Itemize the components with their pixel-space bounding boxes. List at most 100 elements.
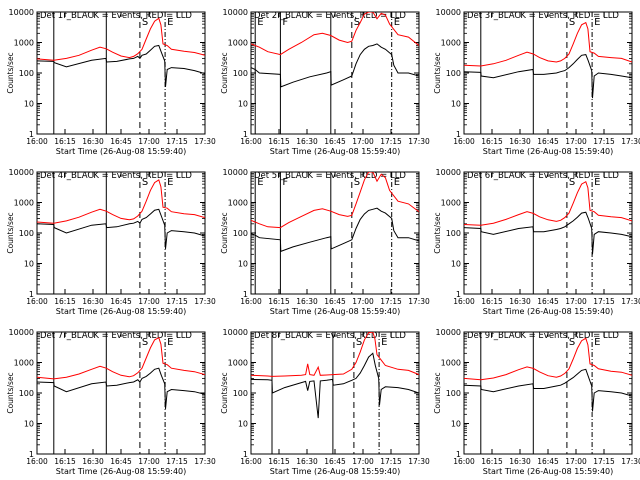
y-tick-label: 10 bbox=[451, 260, 461, 269]
x-tick-label: 16:45 bbox=[537, 297, 559, 306]
series-line-lld bbox=[464, 21, 632, 67]
panel-6: Det 6r_BLACK = Events, RED = LLD 1 10 100 10… bbox=[433, 168, 640, 316]
y-tick-label: 10000 bbox=[223, 8, 248, 17]
x-tick-label: 16:45 bbox=[537, 457, 559, 466]
y-tick-label: 1 bbox=[29, 130, 34, 139]
y-axis-label: Counts/sec bbox=[220, 212, 229, 253]
plot-frame bbox=[250, 331, 420, 455]
marker-label: E bbox=[257, 177, 263, 188]
y-tick-label: 10 bbox=[24, 420, 34, 429]
y-tick-label: 100 bbox=[19, 69, 34, 78]
x-tick-label: 17:00 bbox=[565, 457, 587, 466]
x-tick-label: 16:00 bbox=[240, 137, 262, 146]
y-tick-label: 1000 bbox=[228, 39, 248, 48]
marker-label: S bbox=[354, 177, 360, 188]
x-tick-label: 17:30 bbox=[408, 457, 430, 466]
series-line-lld bbox=[37, 17, 205, 61]
y-tick-label: 10000 bbox=[436, 168, 461, 177]
x-tick-label: 16:15 bbox=[481, 137, 503, 146]
x-tick-label: 17:30 bbox=[621, 137, 640, 146]
x-tick-label: 16:15 bbox=[54, 137, 76, 146]
x-tick-label: 16:45 bbox=[324, 457, 346, 466]
y-tick-label: 1000 bbox=[441, 39, 461, 48]
y-tick-label: 100 bbox=[19, 389, 34, 398]
y-axis-label: Counts/sec bbox=[6, 52, 15, 93]
x-tick-label: 17:00 bbox=[352, 457, 374, 466]
x-tick-label: 17:15 bbox=[593, 297, 615, 306]
panel-title: Det 7r_BLACK = Events, RED = LLD bbox=[40, 331, 192, 341]
marker-label: S bbox=[356, 337, 362, 348]
x-tick-label: 17:15 bbox=[380, 137, 402, 146]
y-tick-label: 1 bbox=[456, 450, 461, 459]
panel-9: Det 9r_BLACK = Events, RED = LLD 1 10 100 10… bbox=[433, 328, 640, 476]
plot-frame bbox=[250, 171, 420, 295]
panel-title: Det 4r_BLACK = Events, RED = LLD bbox=[40, 171, 192, 181]
series-line-lld bbox=[251, 172, 419, 229]
x-tick-label: 16:15 bbox=[268, 457, 290, 466]
y-tick-label: 10000 bbox=[223, 328, 248, 337]
y-tick-label: 10000 bbox=[223, 168, 248, 177]
y-tick-label: 10000 bbox=[9, 168, 34, 177]
x-tick-label: 17:00 bbox=[352, 297, 374, 306]
x-tick-label: 16:30 bbox=[296, 297, 318, 306]
x-tick-label: 16:30 bbox=[509, 457, 531, 466]
x-tick-label: 16:45 bbox=[110, 297, 132, 306]
y-tick-label: 100 bbox=[233, 389, 248, 398]
y-tick-label: 100 bbox=[446, 229, 461, 238]
marker-label: E bbox=[394, 177, 400, 188]
series-line-lld bbox=[464, 180, 632, 226]
y-tick-label: 10 bbox=[451, 420, 461, 429]
series-line-events bbox=[464, 211, 632, 255]
marker-label: E bbox=[394, 17, 400, 28]
panel-4: Det 4r_BLACK = Events, RED = LLD 1 10 100 10… bbox=[6, 168, 216, 316]
series-line-lld bbox=[251, 12, 419, 56]
x-tick-label: 17:15 bbox=[593, 457, 615, 466]
x-tick-label: 16:15 bbox=[481, 297, 503, 306]
x-tick-label: 17:00 bbox=[138, 297, 160, 306]
x-axis-label: Start Time (26-Aug-08 15:59:40) bbox=[270, 307, 401, 316]
x-tick-label: 16:15 bbox=[54, 457, 76, 466]
x-tick-label: 16:30 bbox=[82, 457, 104, 466]
y-tick-label: 1000 bbox=[14, 199, 34, 208]
x-tick-label: 17:00 bbox=[352, 137, 374, 146]
x-tick-label: 16:45 bbox=[324, 137, 346, 146]
x-tick-label: 16:15 bbox=[268, 297, 290, 306]
x-tick-label: 16:30 bbox=[296, 137, 318, 146]
y-tick-label: 10 bbox=[24, 260, 34, 269]
x-tick-label: 16:00 bbox=[453, 457, 475, 466]
marker-label: E bbox=[167, 17, 173, 28]
marker-label: F bbox=[282, 17, 288, 28]
series-line-lld bbox=[37, 179, 205, 224]
x-tick-label: 17:00 bbox=[565, 137, 587, 146]
x-tick-label: 16:30 bbox=[509, 137, 531, 146]
marker-label: E bbox=[594, 337, 600, 348]
y-tick-label: 1000 bbox=[14, 359, 34, 368]
marker-label: E bbox=[594, 17, 600, 28]
x-tick-label: 16:30 bbox=[82, 137, 104, 146]
x-tick-label: 17:00 bbox=[138, 457, 160, 466]
panel-5: Det 5r_BLACK = Events, RED = LLD 1 10 100 10… bbox=[220, 168, 430, 316]
y-axis-label: Counts/sec bbox=[6, 212, 15, 253]
y-axis-label: Counts/sec bbox=[433, 52, 442, 93]
x-tick-label: 17:15 bbox=[166, 137, 188, 146]
series-line-lld bbox=[37, 336, 205, 380]
x-axis-label: Start Time (26-Aug-08 15:59:40) bbox=[56, 147, 187, 156]
y-tick-label: 100 bbox=[446, 69, 461, 78]
panel-title: Det 1r_BLACK = Events, RED = LLD bbox=[40, 11, 192, 21]
x-axis-label: Start Time (26-Aug-08 15:59:40) bbox=[483, 307, 614, 316]
x-tick-label: 17:30 bbox=[621, 297, 640, 306]
y-tick-label: 1 bbox=[243, 290, 248, 299]
marker-label: E bbox=[257, 17, 263, 28]
panel-8: Det 8r_BLACK = Events, RED = LLD 1 10 100 10… bbox=[220, 328, 430, 476]
y-tick-label: 10 bbox=[238, 100, 248, 109]
x-tick-label: 16:45 bbox=[110, 137, 132, 146]
series-line-events bbox=[37, 44, 205, 87]
marker-label: S bbox=[569, 17, 575, 28]
x-tick-label: 16:45 bbox=[537, 137, 559, 146]
panel-title: Det 5r_BLACK = Events, RED = LLD bbox=[254, 171, 406, 181]
series-line-events bbox=[251, 352, 419, 419]
x-tick-label: 17:15 bbox=[166, 457, 188, 466]
y-tick-label: 100 bbox=[233, 69, 248, 78]
panel-title: Det 2r_BLACK = Events, RED = LLD bbox=[254, 11, 406, 21]
marker-label: E bbox=[167, 337, 173, 348]
